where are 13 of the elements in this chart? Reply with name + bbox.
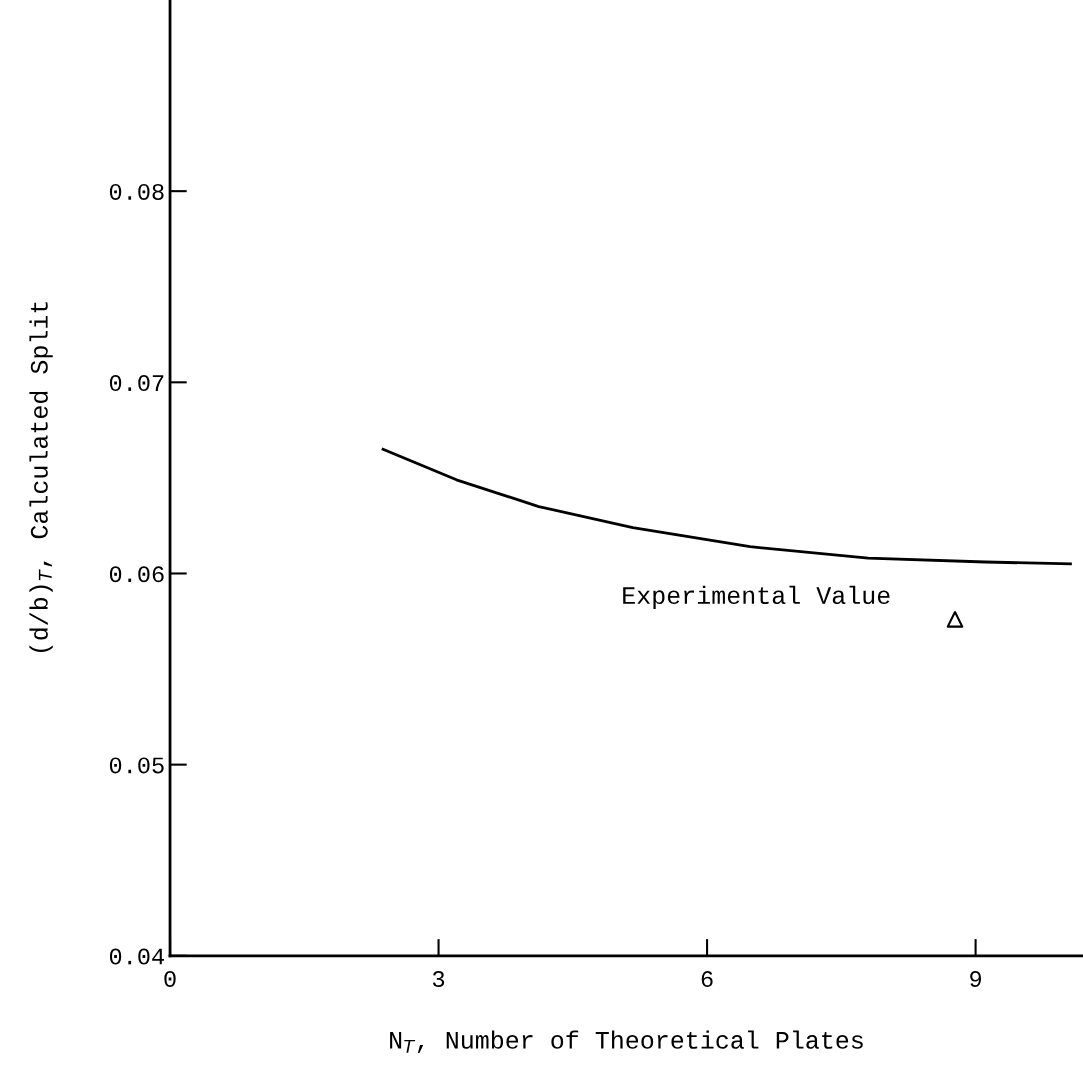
line-series <box>381 447 1072 566</box>
x-tick-label: 0 <box>164 971 176 988</box>
y-tick-label: 0.08 <box>109 183 164 200</box>
x-tick-label: 3 <box>432 971 445 988</box>
y-tick-label: 0.04 <box>109 948 164 965</box>
x-tick-label: 6 <box>701 971 713 988</box>
x-tick-label: 9 <box>970 971 982 988</box>
x-axis-title: N$_{T}$, Number of Theoretical Plates <box>390 1030 863 1053</box>
y-tick-label: 0.07 <box>109 375 164 392</box>
y-tick-label: 0.06 <box>109 566 164 583</box>
y-axis-title: (d/b)$_{T}$, Calculated Split <box>29 302 53 653</box>
annotation: Experimental Value <box>623 585 890 610</box>
y-tick-label: 0.05 <box>109 757 164 774</box>
